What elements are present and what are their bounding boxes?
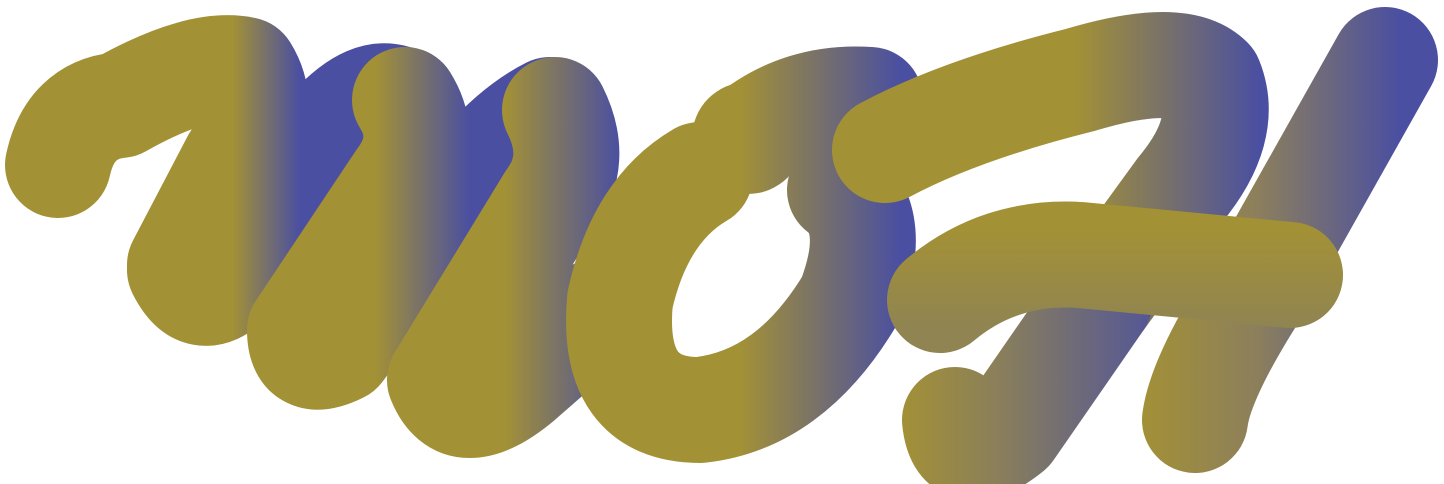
letter-seven <box>832 12 1269 484</box>
letter-o <box>566 46 923 463</box>
letter-n-third <box>387 57 653 458</box>
letter-h <box>887 7 1438 473</box>
